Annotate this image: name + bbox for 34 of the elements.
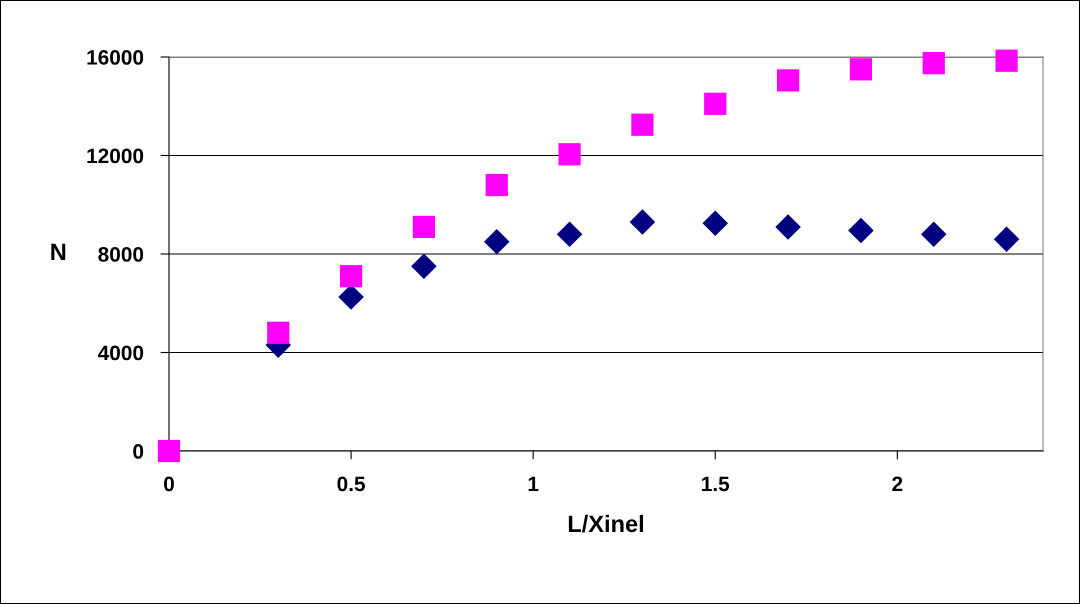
- point: [849, 58, 873, 81]
- point: [339, 265, 363, 288]
- point: [483, 228, 510, 255]
- point: [993, 226, 1020, 252]
- point: [702, 210, 729, 236]
- point: [848, 217, 874, 244]
- point: [412, 215, 436, 239]
- x-tick-label: 1.5: [702, 476, 730, 492]
- point: [775, 214, 801, 240]
- x-tick-label: 0.5: [337, 476, 365, 492]
- point: [704, 92, 727, 115]
- point: [631, 113, 654, 136]
- x-axis-title: L/Xinel: [568, 514, 644, 533]
- y-tick-label: 4000: [97, 345, 144, 361]
- point: [556, 221, 583, 248]
- point: [629, 209, 656, 235]
- point: [776, 69, 800, 92]
- y-tick-label: 8000: [98, 247, 144, 262]
- x-tick-label: 1: [528, 476, 539, 492]
- point: [995, 49, 1018, 72]
- point: [920, 221, 947, 248]
- point: [411, 253, 437, 280]
- y-axis-title: N: [51, 243, 66, 261]
- point: [922, 52, 945, 75]
- x-tick-label: 2: [892, 476, 903, 492]
- y-tick-label: 16000: [87, 50, 144, 65]
- y-tick-label: 0: [133, 444, 144, 459]
- point: [267, 321, 290, 344]
- point: [485, 173, 508, 197]
- point: [558, 143, 581, 166]
- x-tick-label: 0: [164, 476, 174, 492]
- y-tick-label: 12000: [87, 148, 144, 164]
- point: [157, 439, 181, 463]
- point: [338, 284, 364, 310]
